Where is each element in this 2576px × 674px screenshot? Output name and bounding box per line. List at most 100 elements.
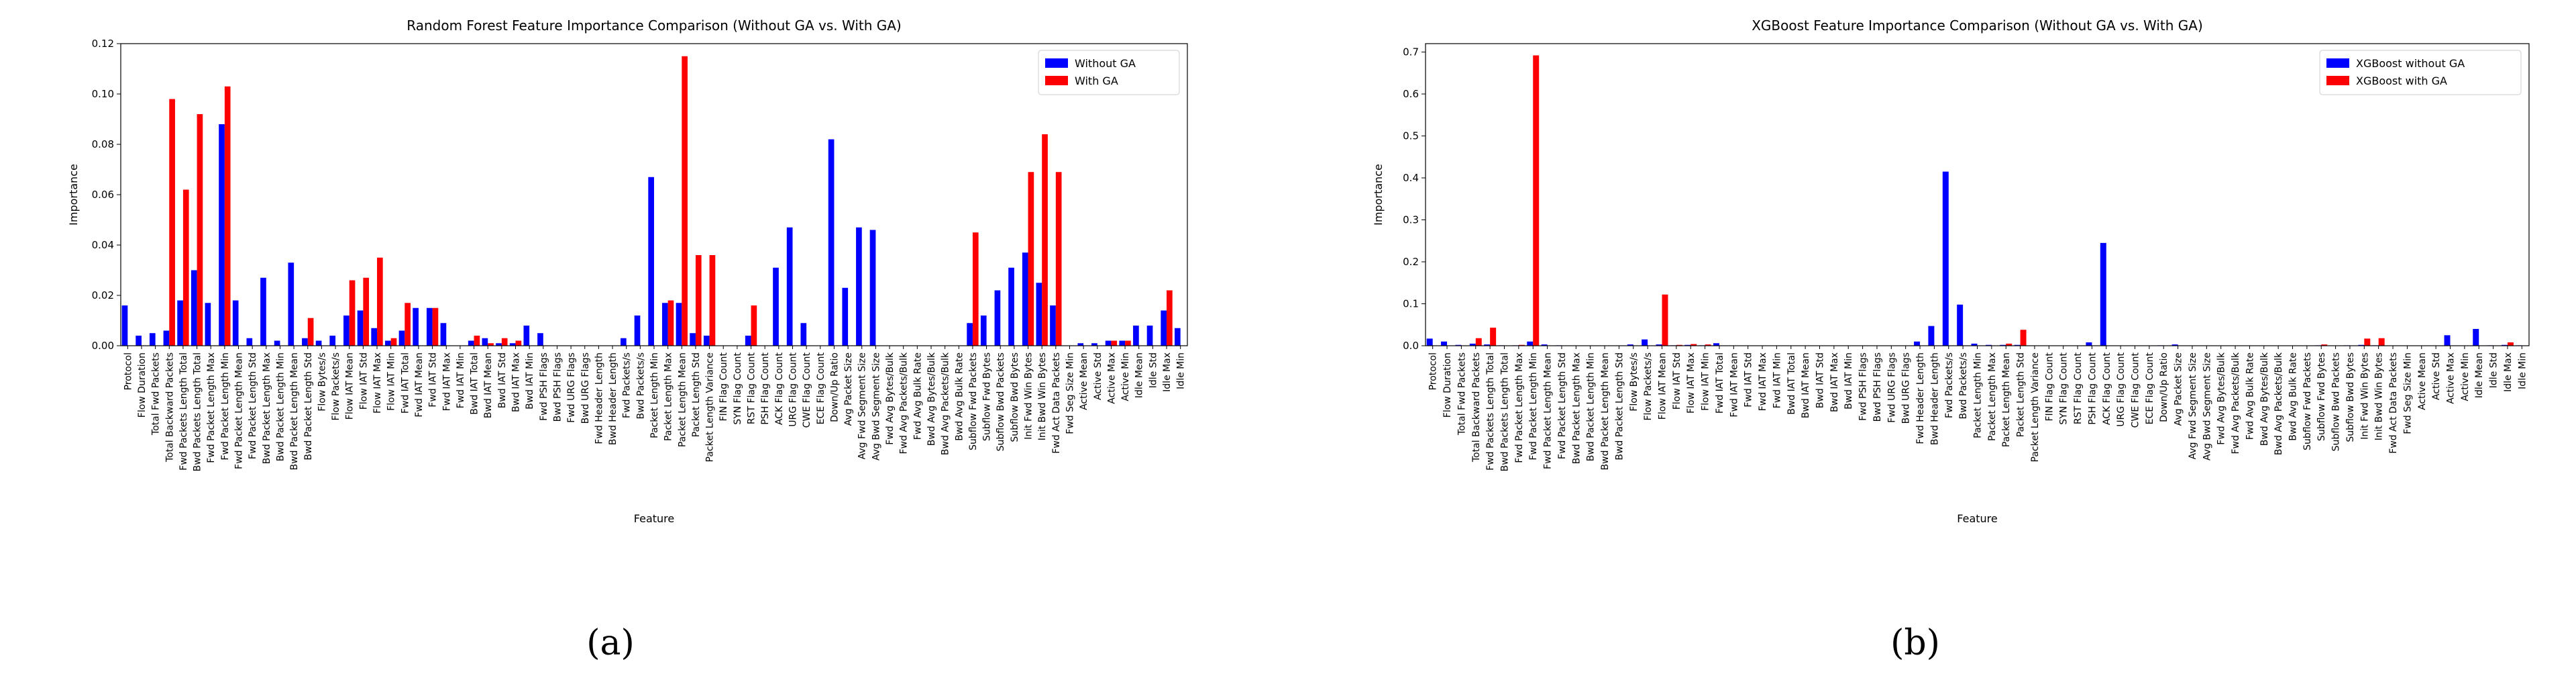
x-tick-label: Subflow Fwd Packets	[968, 352, 979, 450]
bar-series-a	[149, 333, 156, 346]
bar-series-b	[2507, 342, 2514, 346]
x-tick-label: Active Std	[1093, 352, 1104, 400]
x-tick-label: Total Fwd Packets	[1456, 352, 1467, 436]
bar-series-a	[1022, 252, 1028, 346]
x-tick-label: Fwd Avg Bytes/Bulk	[2216, 352, 2227, 445]
bar-series-a	[177, 300, 183, 346]
x-tick-label: Fwd IAT Min	[1772, 352, 1782, 408]
x-tick-label: CWE Flag Count	[802, 352, 812, 428]
x-tick-label: Fwd Packets/s	[622, 352, 633, 418]
x-tick-label: Avg Bwd Segment Size	[2202, 352, 2212, 461]
bar-series-a	[482, 338, 488, 346]
x-tick-label: Fwd PSH Flags	[1858, 352, 1869, 421]
x-tick-label: PSH Flag Count	[2087, 352, 2098, 424]
bar-series-b	[1690, 344, 1697, 346]
x-tick-label: Fwd Packet Length Mean	[1543, 352, 1554, 469]
x-tick-label: Subflow Bwd Packets	[2331, 352, 2342, 451]
bar-series-a	[869, 230, 876, 346]
bar-series-a	[1008, 267, 1014, 346]
x-tick-label: RST Flag Count	[2073, 352, 2084, 425]
x-tick-label: Flow IAT Mean	[345, 352, 356, 420]
bar-series-a	[1119, 340, 1126, 346]
x-tick-label: Fwd PSH Flags	[539, 352, 549, 421]
bar-series-a	[219, 124, 225, 346]
x-tick-label: Packet Length Variance	[2030, 352, 2041, 462]
y-tick-label: 0.02	[92, 289, 114, 301]
x-tick-label: PSH Flag Count	[760, 352, 771, 424]
x-tick-label: Bwd Header Length	[1929, 352, 1940, 445]
x-tick-label: CWE Flag Count	[2131, 352, 2141, 428]
bar-series-a	[1441, 341, 1448, 346]
bar-series-a	[1105, 340, 1112, 346]
x-tick-label: URG Flag Count	[2116, 352, 2127, 427]
bar-series-a	[1161, 310, 1167, 346]
x-tick-label: Protocol	[1428, 352, 1439, 390]
bar-series-a	[523, 326, 530, 346]
bar-series-a	[288, 262, 294, 346]
x-tick-label: Bwd IAT Mean	[483, 352, 494, 418]
y-tick-label: 0.10	[92, 88, 114, 100]
bar-series-b	[751, 305, 757, 346]
x-tick-label: Bwd Packet Length Mean	[1600, 352, 1611, 471]
x-tick-label: Fwd IAT Total	[400, 352, 411, 414]
x-tick-label: Bwd Packet Length Max	[1571, 352, 1582, 464]
x-tick-label: Fwd IAT Total	[1715, 352, 1725, 414]
x-tick-label: FIN Flag Count	[2044, 352, 2055, 421]
x-tick-label: Total Backward Packets	[164, 352, 175, 463]
bar-series-a	[967, 323, 973, 346]
x-tick-label: Active Max	[2446, 352, 2457, 404]
bar-series-b	[1167, 290, 1173, 346]
bar-series-a	[2444, 335, 2451, 346]
x-tick-label: Fwd Packet Length Min	[220, 352, 231, 461]
bar-series-a	[1627, 344, 1633, 346]
bar-series-a	[398, 330, 405, 346]
bar-series-a	[343, 316, 350, 346]
bar-series-a	[634, 316, 641, 346]
x-tick-label: Fwd IAT Max	[1758, 352, 1768, 411]
x-tick-label: Subflow Fwd Packets	[2302, 352, 2313, 450]
bar-series-b	[488, 343, 494, 346]
x-tick-label: Fwd Avg Bulk Rate	[2245, 352, 2255, 440]
x-tick-label: Fwd Act Data Packets	[2388, 352, 2399, 454]
bar-series-a	[842, 287, 849, 346]
x-tick-label: Flow IAT Std	[1672, 352, 1682, 410]
x-tick-label: Bwd IAT Mean	[1801, 352, 1811, 418]
bar-series-a	[703, 336, 710, 346]
bar-series-a	[1914, 341, 1921, 346]
x-tick-label: Bwd Avg Bytes/Bulk	[2259, 352, 2270, 446]
x-tick-label: Fwd Avg Packets/Bulk	[899, 352, 910, 454]
bar-series-b	[377, 257, 383, 346]
x-tick-label: Bwd IAT Std	[1815, 352, 1826, 408]
bar-series-a	[1656, 344, 1662, 346]
x-tick-label: Flow IAT Mean	[1658, 352, 1668, 420]
x-tick-label: Fwd Packets Length Total	[1485, 352, 1496, 471]
y-tick-label: 0.5	[1403, 130, 1419, 142]
bar-series-a	[786, 227, 793, 346]
bar-series-b	[2020, 330, 2027, 346]
bar-series-b	[197, 114, 203, 346]
y-tick-label: 0.0	[1403, 340, 1419, 352]
bar-series-a	[1642, 339, 1648, 346]
bar-series-b	[432, 307, 439, 346]
x-axis-label: Feature	[634, 512, 674, 525]
xgb-importance-chart: XGBoost Feature Importance Comparison (W…	[1372, 17, 2530, 525]
x-tick-label: Flow IAT Min	[1701, 352, 1711, 411]
x-axis-label: Feature	[1957, 512, 1997, 525]
x-tick-label: Total Backward Packets	[1471, 352, 1482, 463]
x-tick-label: Active Min	[2460, 352, 2471, 401]
bar-series-a	[980, 316, 987, 346]
x-tick-label: Fwd Packet Length Std	[248, 352, 258, 459]
x-tick-label: Active Max	[1106, 352, 1117, 404]
x-tick-label: Packet Length Max	[663, 352, 674, 441]
bar-series-a	[509, 343, 516, 346]
x-tick-label: Idle Mean	[2474, 352, 2485, 398]
bar-series-b	[2364, 338, 2371, 346]
x-tick-label: Packet Length Std	[691, 352, 702, 437]
bar-series-a	[426, 307, 433, 346]
x-tick-label: Bwd Packet Length Std	[303, 352, 314, 461]
x-tick-label: Fwd IAT Mean	[1729, 352, 1739, 418]
x-tick-label: Avg Packet Size	[2174, 352, 2184, 426]
x-tick-label: Flow IAT Max	[372, 352, 383, 414]
bar-series-a	[2014, 344, 2021, 346]
bar-series-a	[1541, 344, 1548, 346]
